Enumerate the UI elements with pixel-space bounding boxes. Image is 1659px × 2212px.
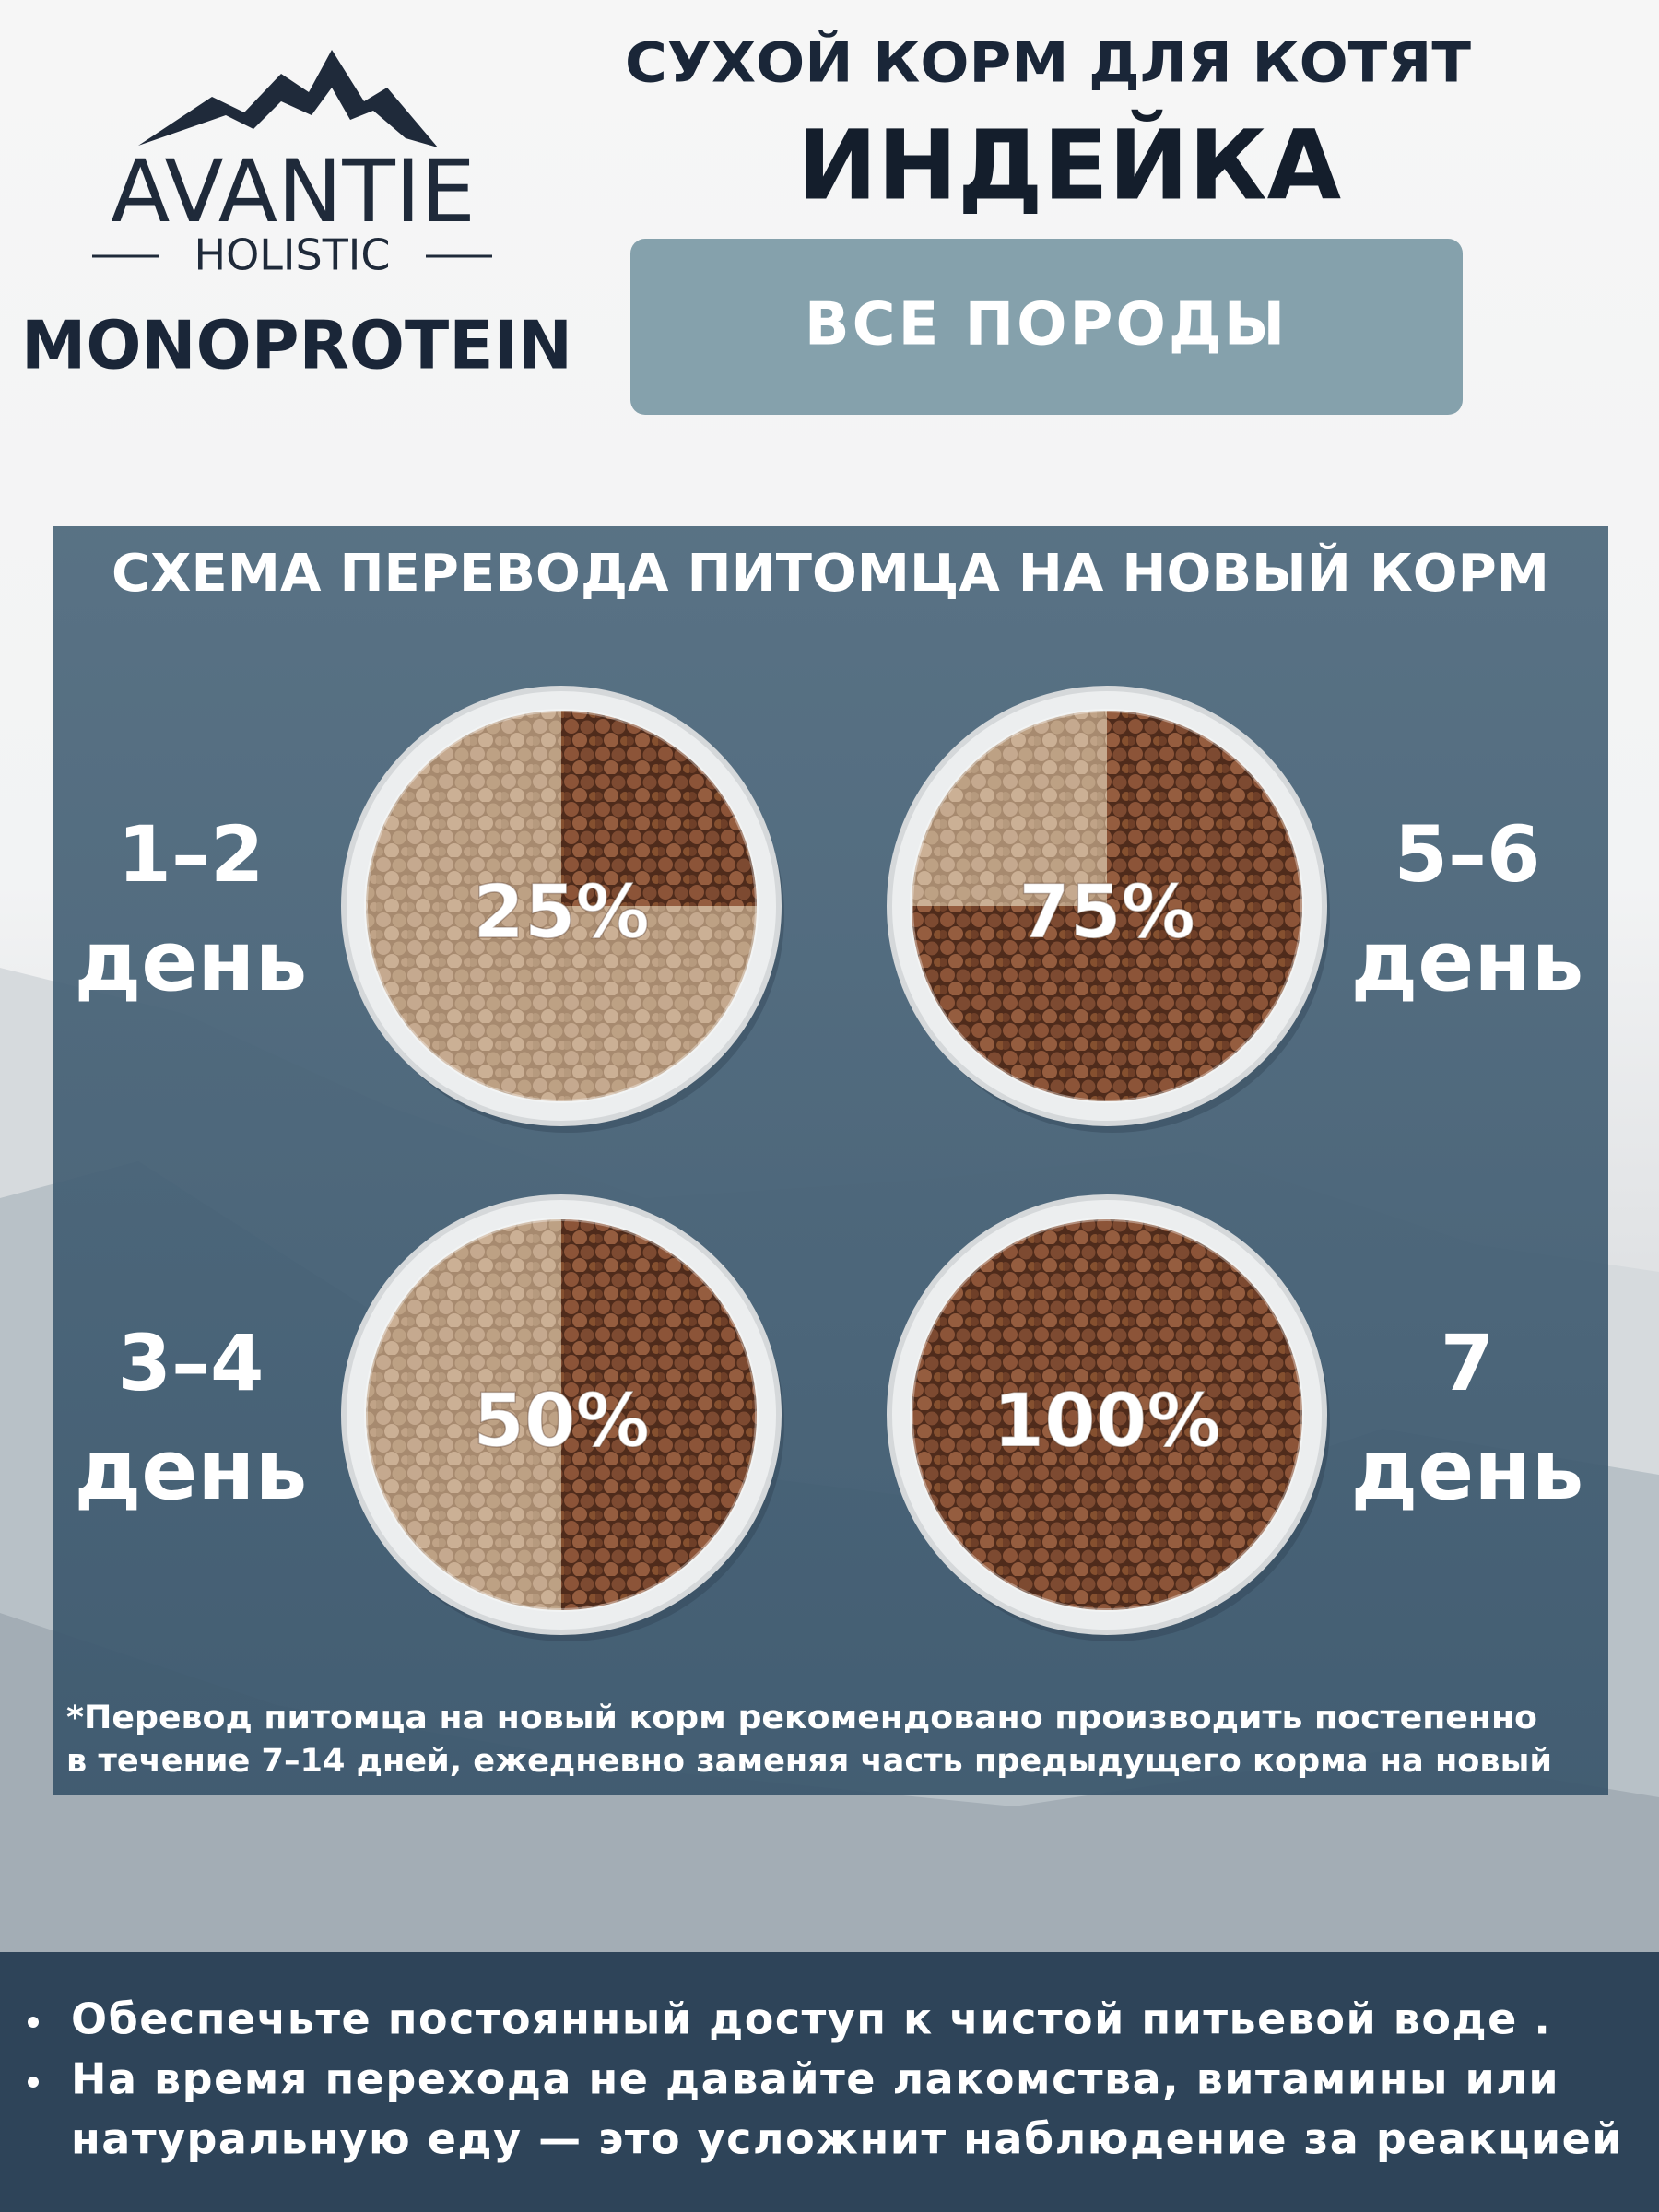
- logo-brand: AVANTIE: [111, 142, 476, 242]
- bowl-rim: [910, 709, 1304, 1103]
- share-label: 50%: [473, 1378, 649, 1464]
- new-food-share: [912, 711, 1302, 1101]
- logo-line: HOLISTIC: [194, 230, 391, 280]
- share-label: 75%: [1018, 869, 1194, 955]
- tips-band: [0, 1952, 1659, 2212]
- day-unit: день: [1351, 913, 1584, 1010]
- scheme-title: СХЕМА ПЕРЕВОДА ПИТОМЦА НА НОВЫЙ КОРМ: [112, 543, 1549, 604]
- new-food-share: [561, 1219, 757, 1610]
- day-unit: день: [75, 913, 308, 1010]
- stages: 25% 1–2 день 50% 3–4 день 75% 5–6 день 100% 7 день: [75, 686, 1584, 1641]
- tips: Обеспечьте постоянный доступ к чистой пи…: [28, 1994, 1623, 2164]
- day-range: 1–2: [118, 809, 265, 900]
- badge-text: ВСЕ ПОРОДЫ: [805, 291, 1288, 359]
- tip-line: Обеспечьте постоянный доступ к чистой пи…: [71, 1994, 1551, 2044]
- day-range: 5–6: [1394, 809, 1541, 900]
- mountain-front: [0, 1613, 1659, 2028]
- day-range: 3–4: [118, 1318, 265, 1408]
- badge: [630, 239, 1463, 415]
- bowl-rim: [364, 709, 759, 1103]
- bullet: [28, 2077, 39, 2088]
- day-unit: день: [1351, 1422, 1584, 1519]
- logo-mountains: [138, 50, 438, 147]
- header-title: СУХОЙ КОРМ ДЛЯ КОТЯТ: [625, 29, 1471, 96]
- day-unit: день: [75, 1422, 308, 1519]
- share-label: 25%: [473, 869, 649, 955]
- day-range: 7: [1441, 1318, 1494, 1408]
- tip-line: На время перехода не давайте лакомства, …: [71, 2054, 1559, 2104]
- tip-line: натуральную еду — это усложнит наблюдени…: [71, 2114, 1623, 2164]
- share-label: 100%: [993, 1378, 1220, 1464]
- footnote-line: в течение 7–14 дней, ежедневно заменяя ч…: [66, 1743, 1552, 1780]
- product-line: MONOPROTEIN: [21, 307, 572, 384]
- scheme-panel: [53, 526, 1608, 1795]
- new-food-share: [912, 1219, 1302, 1610]
- bullet: [28, 2017, 39, 2028]
- footnote-line: *Перевод питомца на новый корм рекомендо…: [66, 1700, 1537, 1736]
- bowl-rim: [910, 1218, 1304, 1612]
- flavor: ИНДЕЙКА: [797, 109, 1341, 221]
- new-food-share: [561, 711, 757, 906]
- bowl-rim: [364, 1218, 759, 1612]
